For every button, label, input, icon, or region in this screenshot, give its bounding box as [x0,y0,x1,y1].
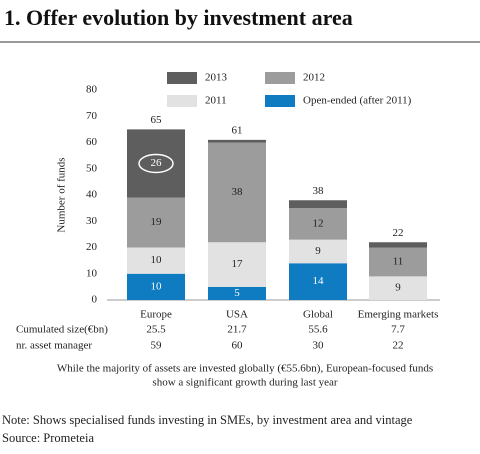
total-label: 38 [313,185,325,197]
y-axis-label: Number of funds [56,157,68,232]
x-tick-label: Global [303,309,333,321]
y-tick-label: 30 [86,215,98,227]
legend-label: 2013 [205,72,228,84]
legend-swatch [167,72,197,84]
table-cell: 21.7 [227,324,247,336]
value-label: 11 [393,255,404,267]
value-label: 19 [151,216,163,228]
bar-segment [369,242,427,248]
legend-label: 2011 [205,95,227,107]
bar-segment [289,263,347,300]
table-row-label: Cumulated size(€bn) [16,324,108,336]
value-label: 38 [232,186,244,198]
table-cell: 59 [151,340,163,352]
bar-segment [208,242,266,287]
note: Note: Shows specialised funds investing … [2,413,413,427]
caption: show a significant growth during last ye… [152,377,337,389]
y-tick-label: 50 [86,162,98,174]
total-label: 65 [151,114,163,126]
bar-segment [208,142,266,243]
bar-segment [208,286,266,300]
table-cell: 22 [393,340,404,352]
total-label: 22 [393,227,404,239]
y-tick-label: 80 [86,84,98,96]
legend-swatch [265,95,295,107]
bar-segment [208,139,266,143]
source: Source: Prometeia [2,431,94,445]
y-tick-label: 70 [86,110,98,122]
table-cell: 25.5 [146,324,166,336]
bar-segment [127,273,185,300]
value-label: 9 [395,282,401,294]
value-label: 10 [151,254,163,266]
value-label: 9 [315,245,321,257]
value-label: 17 [232,258,244,270]
bar-segment [369,247,427,277]
y-tick-label: 20 [86,241,98,253]
x-tick-label: Emerging markets [358,309,439,321]
table-cell: 60 [232,340,244,352]
y-tick-label: 60 [86,136,98,148]
value-label: 26 [151,157,163,169]
table-cell: 7.7 [391,324,405,336]
legend-swatch [167,95,197,107]
x-tick-label: Europe [140,309,172,321]
bar-segment [289,200,347,209]
legend-label: 2012 [303,72,325,84]
bar-segment [127,247,185,274]
value-label: 5 [234,287,240,299]
legend-swatch [265,72,295,84]
caption: While the majority of assets are investe… [57,363,433,375]
x-tick-label: USA [226,309,248,321]
bar-segment [127,129,185,198]
table-cell: 30 [313,340,325,352]
legend-label: Open-ended (after 2011) [303,95,412,107]
y-tick-label: 10 [86,267,98,279]
bar-segment [289,208,347,240]
bar-segment [127,197,185,248]
value-label: 14 [313,275,325,287]
y-tick-label: 40 [86,189,98,201]
bar-segment [289,239,347,264]
table-row-label: nr. asset manager [16,340,92,352]
bar-segment [369,276,427,300]
value-label: 10 [151,280,163,292]
highlight-ring [138,153,174,174]
value-label: 12 [313,217,324,229]
y-tick-label: 0 [92,294,98,306]
total-label: 61 [232,124,243,136]
chart-title: 1. Offer evolution by investment area [4,5,353,30]
table-cell: 55.6 [308,324,328,336]
